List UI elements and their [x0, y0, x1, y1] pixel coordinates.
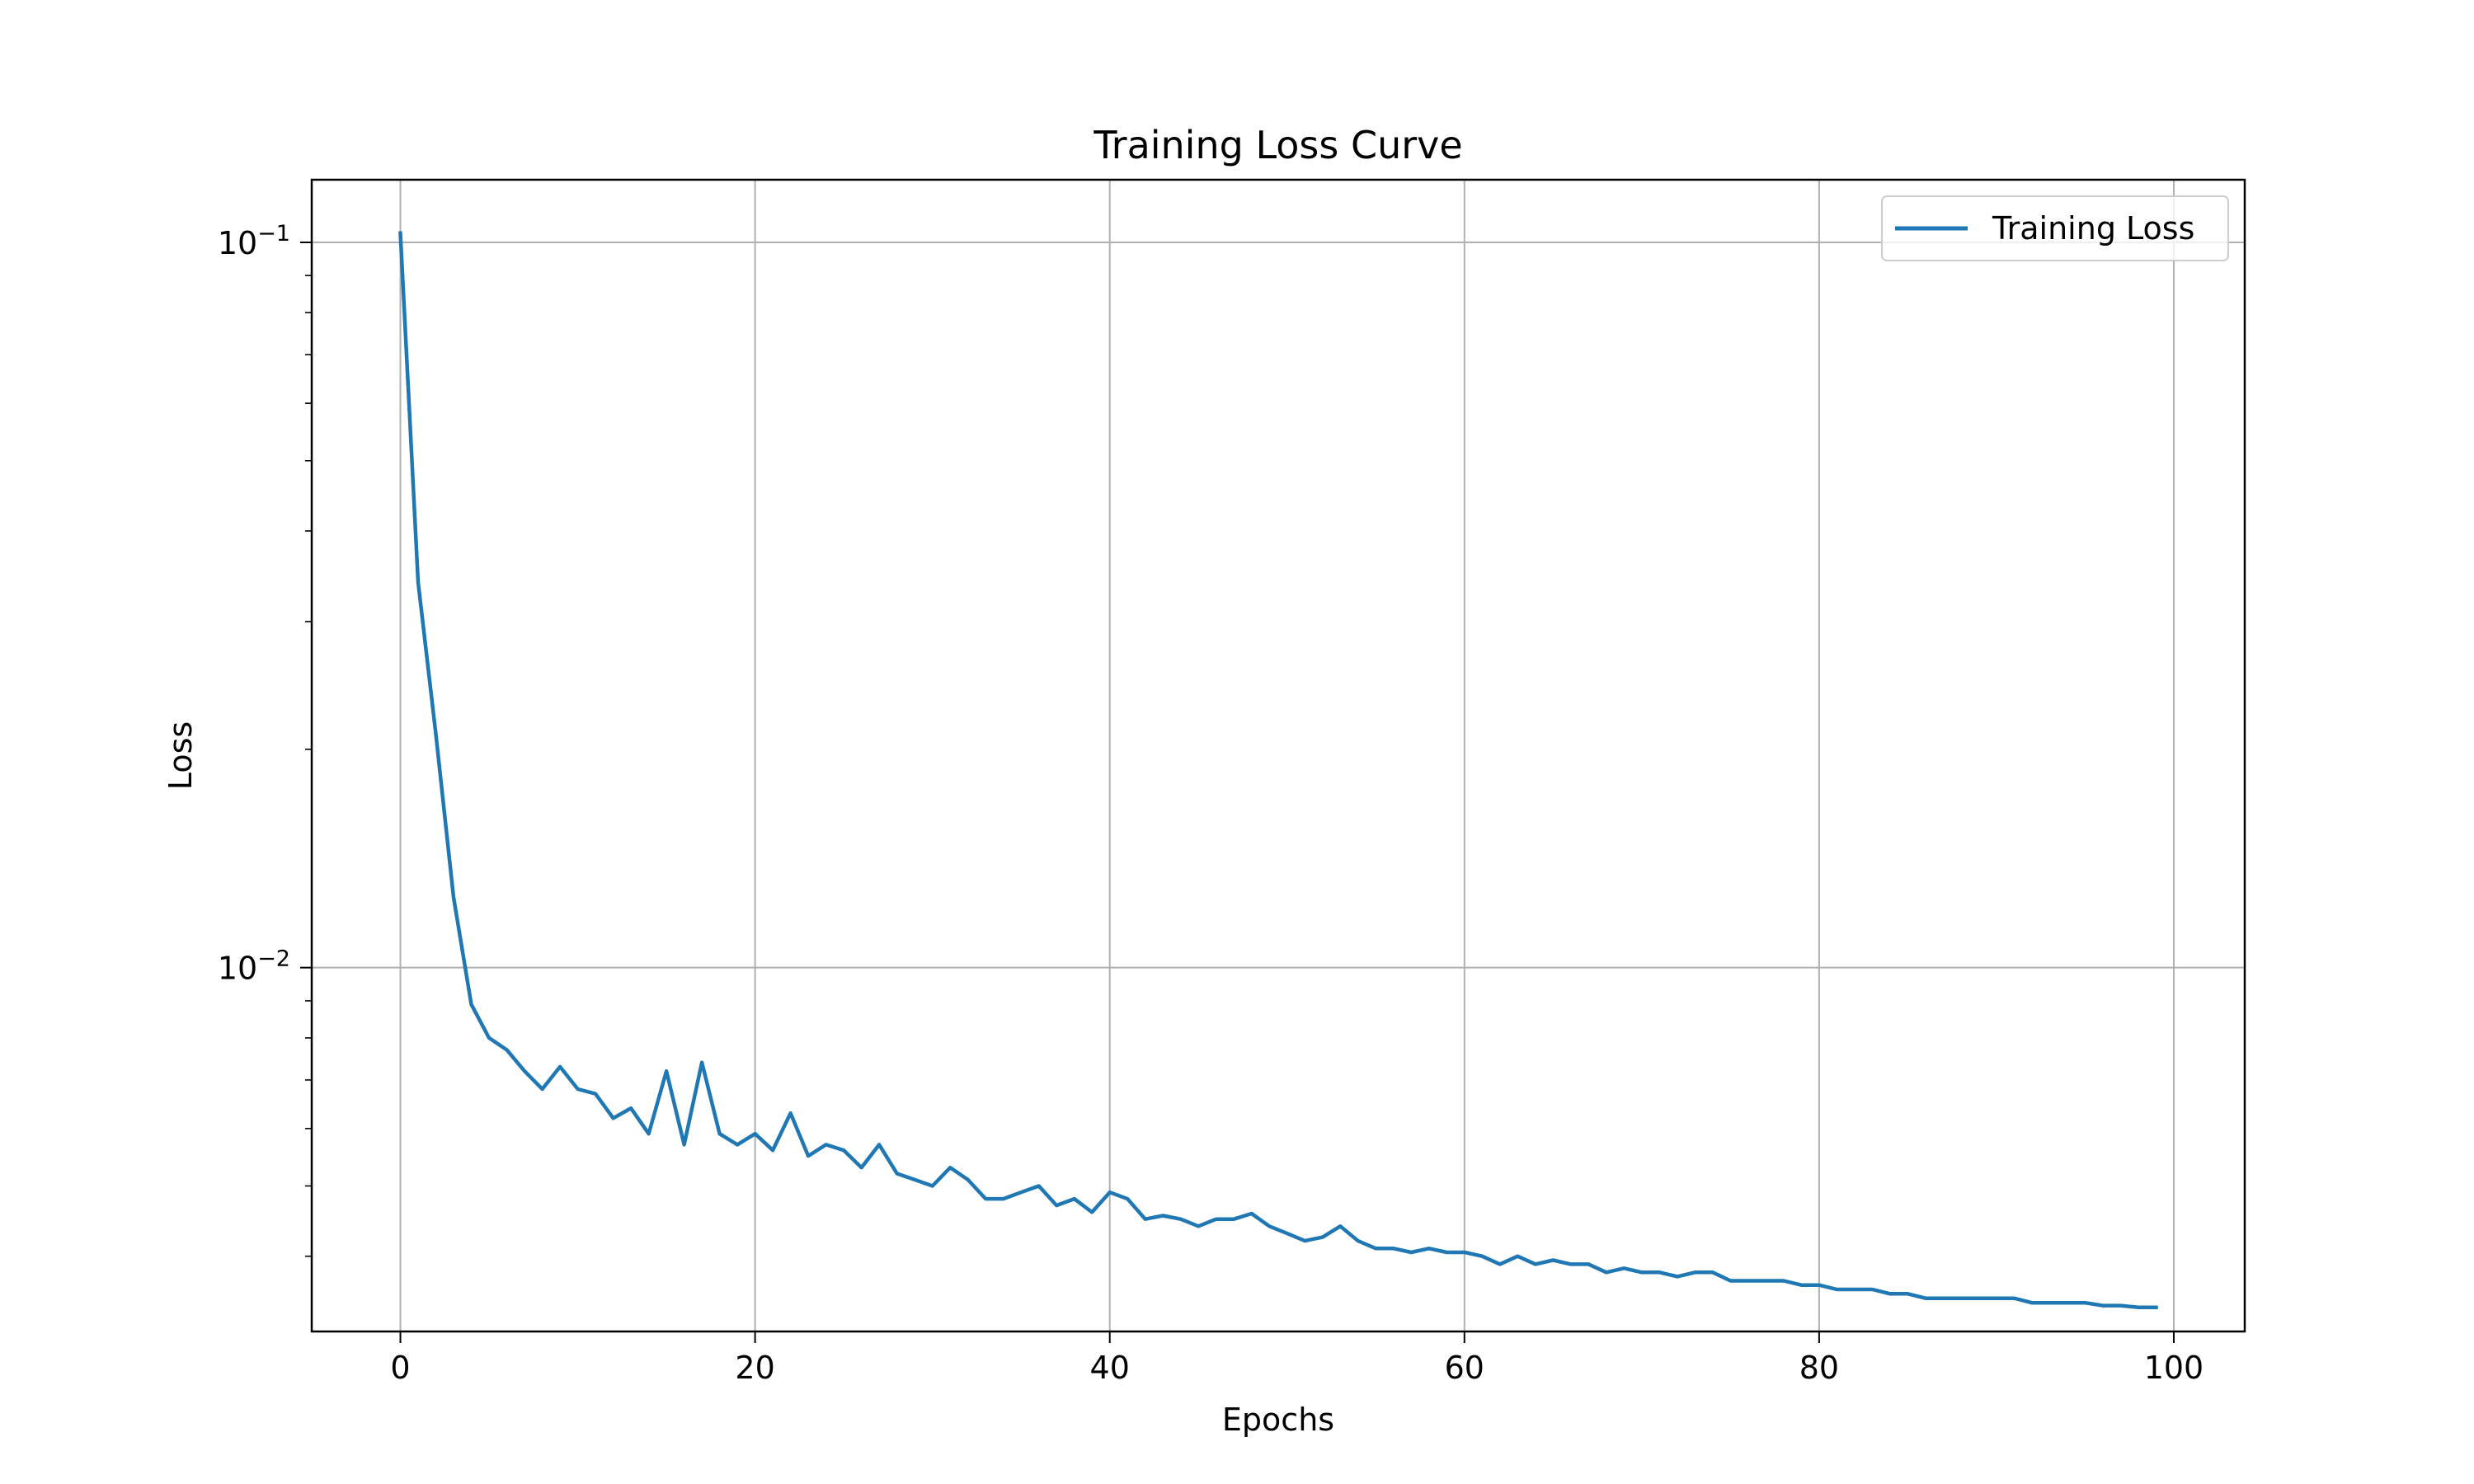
- x-axis-ticks: 0 20 40 60 80 100: [390, 1331, 2204, 1386]
- x-tick-label: 40: [1090, 1350, 1130, 1386]
- y-tick-label: 10−2: [218, 946, 290, 987]
- y-axis-label: Loss: [162, 721, 199, 790]
- x-tick-label: 0: [390, 1350, 410, 1386]
- chart-title: Training Loss Curve: [1093, 123, 1462, 167]
- legend-box: [1881, 195, 2229, 261]
- plot-frame: [310, 178, 2246, 1333]
- legend-label-training-loss: Training Loss: [1992, 210, 2194, 247]
- x-tick-label: 100: [2144, 1350, 2204, 1386]
- x-axis-label: Epochs: [1222, 1402, 1334, 1438]
- x-tick-label: 60: [1445, 1350, 1484, 1386]
- series-line-training-loss: [398, 231, 2158, 1310]
- x-tick-label: 20: [735, 1350, 774, 1386]
- x-tick-label: 80: [1799, 1350, 1839, 1386]
- y-axis-ticks: 10−1 10−2: [218, 221, 312, 1257]
- legend: Training Loss: [1881, 195, 2229, 261]
- y-tick-label: 10−1: [218, 221, 290, 261]
- series-layer: [398, 231, 2158, 1310]
